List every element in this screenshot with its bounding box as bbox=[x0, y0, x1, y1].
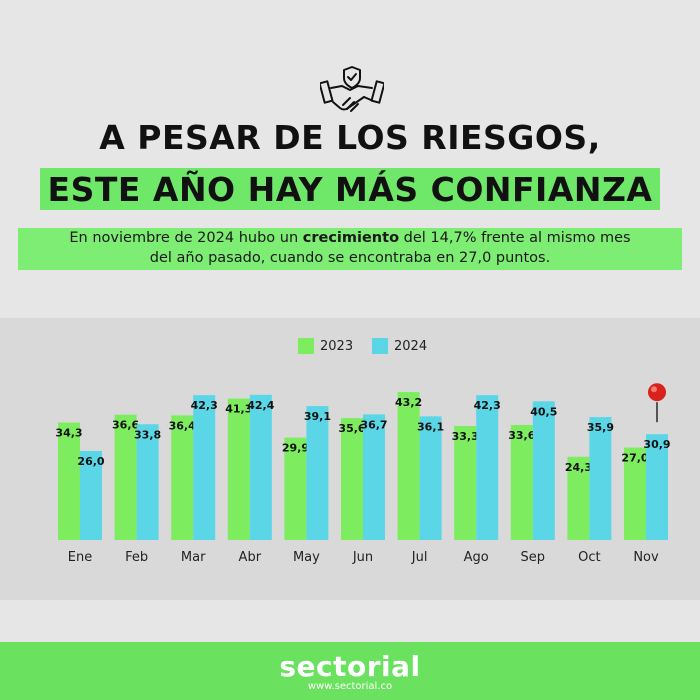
bar-2023-jun bbox=[341, 418, 363, 540]
legend-swatch-2023 bbox=[298, 338, 314, 354]
bar-2024-abr bbox=[249, 394, 272, 540]
pin-icon bbox=[648, 383, 666, 423]
data-label-2024-ago: 42,3 bbox=[474, 399, 501, 412]
subtitle-line-1: En noviembre de 2024 hubo un crecimiento… bbox=[0, 230, 700, 246]
subtitle-line-2: del año pasado, cuando se encontraba en … bbox=[149, 250, 551, 266]
data-label-2023-ene: 34,3 bbox=[55, 427, 82, 440]
bar-2024-jul bbox=[419, 416, 442, 540]
x-tick-abr: Abr bbox=[239, 550, 262, 565]
bar-2024-jun bbox=[363, 414, 385, 540]
data-label-2024-sep: 40,5 bbox=[530, 405, 557, 418]
data-label-2023-sep: 33,6 bbox=[508, 429, 535, 442]
legend-item-2024: 2024 bbox=[372, 336, 427, 356]
bar-2024-may bbox=[306, 406, 329, 540]
data-label-2024-jul: 36,1 bbox=[417, 420, 444, 433]
x-tick-ene: Ene bbox=[68, 550, 92, 565]
bar-2023-mar bbox=[171, 415, 194, 540]
legend-label-2023: 2023 bbox=[320, 338, 354, 354]
data-label-2023-abr: 41,3 bbox=[225, 403, 252, 416]
data-label-2023-ago: 33,3 bbox=[452, 430, 479, 443]
data-label-2024-nov: 30,9 bbox=[643, 438, 670, 451]
bar-2023-jul bbox=[397, 392, 420, 540]
chart-legend: 2023 2024 bbox=[0, 336, 700, 356]
title-line-1: A PESAR DE LOS RIESGOS, bbox=[99, 118, 601, 157]
x-tick-ago: Ago bbox=[464, 550, 489, 565]
bar-chart: 34,326,0Ene36,633,8Feb36,442,3Mar41,342,… bbox=[55, 383, 671, 565]
title-line-2: ESTE AÑO HAY MÁS CONFIANZA bbox=[47, 170, 653, 209]
footer-bar bbox=[0, 642, 700, 700]
subtitle-bold: crecimiento bbox=[302, 230, 400, 246]
x-tick-may: May bbox=[293, 550, 320, 565]
data-label-2023-mar: 36,4 bbox=[169, 419, 196, 432]
data-label-2024-feb: 33,8 bbox=[134, 428, 161, 441]
subtitle-suffix: del 14,7% frente al mismo mes bbox=[399, 230, 631, 246]
bar-2024-ene bbox=[80, 450, 102, 540]
x-tick-nov: Nov bbox=[633, 550, 659, 565]
brand-logo: sectorial bbox=[279, 650, 421, 683]
data-label-2023-jun: 35,6 bbox=[338, 422, 365, 435]
data-label-2023-may: 29,9 bbox=[282, 442, 309, 455]
data-label-2023-jul: 43,2 bbox=[395, 396, 422, 409]
bar-2024-feb bbox=[136, 424, 159, 540]
title-highlight bbox=[40, 168, 660, 210]
bar-2023-ene bbox=[58, 422, 80, 540]
bar-2024-ago bbox=[476, 395, 499, 540]
x-tick-feb: Feb bbox=[125, 550, 148, 565]
data-label-2024-jun: 36,7 bbox=[360, 418, 387, 431]
bar-2024-oct bbox=[589, 417, 612, 540]
subtitle-highlight-2 bbox=[18, 250, 682, 270]
subtitle-highlight-1 bbox=[18, 228, 682, 250]
data-label-2023-feb: 36,6 bbox=[112, 419, 139, 432]
data-label-2024-ene: 26,0 bbox=[77, 455, 104, 468]
bar-2023-feb bbox=[114, 414, 137, 540]
bar-2023-ago bbox=[454, 425, 477, 540]
legend-swatch-2024 bbox=[372, 338, 388, 354]
bar-2024-nov bbox=[646, 434, 668, 540]
x-tick-jun: Jun bbox=[352, 550, 373, 565]
bar-2024-mar bbox=[193, 395, 216, 540]
brand-url: www.sectorial.co bbox=[307, 681, 393, 692]
legend-label-2024: 2024 bbox=[394, 338, 428, 354]
data-label-2023-oct: 24,3 bbox=[565, 461, 592, 474]
data-label-2024-mar: 42,3 bbox=[191, 399, 218, 412]
x-tick-sep: Sep bbox=[521, 550, 546, 565]
data-label-2023-nov: 27,0 bbox=[621, 452, 648, 465]
x-tick-jul: Jul bbox=[411, 550, 428, 565]
bar-2023-abr bbox=[227, 398, 250, 540]
bar-2023-sep bbox=[510, 424, 533, 540]
x-tick-oct: Oct bbox=[578, 550, 600, 565]
handshake-shield-icon bbox=[318, 64, 386, 114]
bar-2023-nov bbox=[624, 447, 646, 540]
data-label-2024-abr: 42,4 bbox=[247, 399, 274, 412]
bar-2023-may bbox=[284, 437, 307, 540]
data-label-2024-may: 39,1 bbox=[304, 410, 331, 423]
bar-2024-sep bbox=[532, 401, 555, 540]
x-tick-mar: Mar bbox=[181, 550, 206, 565]
legend-item-2023: 2023 bbox=[298, 336, 353, 356]
subtitle-prefix: En noviembre de 2024 hubo un bbox=[69, 230, 303, 246]
data-label-2024-oct: 35,9 bbox=[587, 421, 614, 434]
bar-2023-oct bbox=[567, 456, 590, 540]
